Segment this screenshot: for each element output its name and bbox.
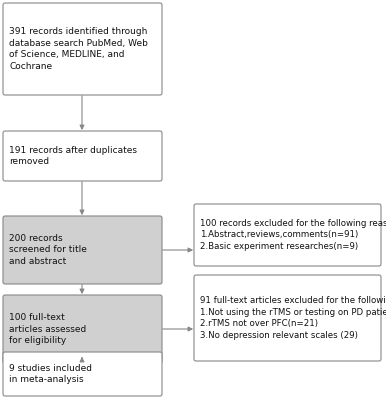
Text: 100 records excluded for the following reasons:
1.Abstract,reviews,comments(n=91: 100 records excluded for the following r…: [200, 219, 386, 251]
FancyBboxPatch shape: [3, 131, 162, 181]
FancyBboxPatch shape: [3, 216, 162, 284]
FancyBboxPatch shape: [3, 3, 162, 95]
FancyBboxPatch shape: [3, 352, 162, 396]
Text: 191 records after duplicates
removed: 191 records after duplicates removed: [9, 146, 137, 166]
FancyBboxPatch shape: [194, 275, 381, 361]
Text: 91 full-text articles excluded for the following reasons:
1.Not using the rTMS o: 91 full-text articles excluded for the f…: [200, 296, 386, 340]
FancyBboxPatch shape: [3, 295, 162, 363]
Text: 100 full-text
articles assessed
for eligibility: 100 full-text articles assessed for elig…: [9, 313, 86, 345]
Text: 200 records
screened for title
and abstract: 200 records screened for title and abstr…: [9, 234, 87, 266]
FancyBboxPatch shape: [194, 204, 381, 266]
Text: 391 records identified through
database search PubMed, Web
of Science, MEDLINE, : 391 records identified through database …: [9, 27, 148, 71]
Text: 9 studies included
in meta-analysis: 9 studies included in meta-analysis: [9, 364, 92, 384]
